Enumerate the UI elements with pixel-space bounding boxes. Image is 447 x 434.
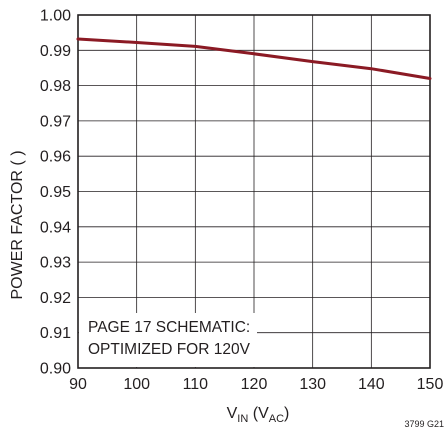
y-tick-label: 0.98 (40, 78, 71, 95)
y-tick-label: 0.91 (40, 325, 71, 342)
series-group (76, 37, 432, 80)
x-tick-labels: 90 100 110 120 130 140 150 (69, 376, 443, 393)
y-tick-label: 0.92 (40, 290, 71, 307)
x-tick-label: 130 (299, 376, 326, 393)
x-tick-label: 100 (123, 376, 150, 393)
annotation-background (79, 313, 257, 367)
y-tick-label: 0.96 (40, 149, 71, 166)
x-tick-label: 110 (183, 376, 209, 393)
series-line (76, 37, 432, 80)
x-axis-label-close: ) (284, 405, 289, 422)
y-tick-label: 0.95 (40, 184, 71, 201)
y-axis-label: POWER FACTOR ( ) (9, 150, 26, 299)
y-tick-label: 0.97 (40, 113, 71, 130)
y-tick-label: 0.99 (40, 43, 71, 60)
x-axis-label-open: (V (248, 405, 269, 422)
x-axis-label: VIN (VAC) (227, 405, 290, 425)
x-tick-label: 90 (69, 376, 87, 393)
annotation-line-2: OPTIMIZED FOR 120V (88, 341, 251, 358)
y-tick-label: 0.93 (40, 255, 71, 272)
figure-id: 3799 G21 (404, 419, 444, 429)
x-tick-label: 140 (358, 376, 385, 393)
x-axis-label-main: V (227, 405, 238, 422)
annotation-line-1: PAGE 17 SCHEMATIC: (88, 319, 250, 336)
y-tick-label: 1.00 (40, 8, 71, 25)
x-axis-label-sub-in: IN (237, 413, 248, 425)
x-tick-label: 150 (417, 376, 444, 393)
x-tick-label: 120 (241, 376, 268, 393)
y-tick-labels: 0.90 0.91 0.92 0.93 0.94 0.95 0.96 0.97 0.98 0.99… (40, 8, 71, 378)
annotation-box: PAGE 17 SCHEMATIC: OPTIMIZED FOR 120V (79, 313, 257, 367)
x-axis-label-sub-ac: AC (269, 413, 284, 425)
y-tick-label: 0.94 (40, 219, 71, 236)
plot-frame (77, 14, 431, 369)
y-tick-label: 0.90 (40, 361, 71, 378)
